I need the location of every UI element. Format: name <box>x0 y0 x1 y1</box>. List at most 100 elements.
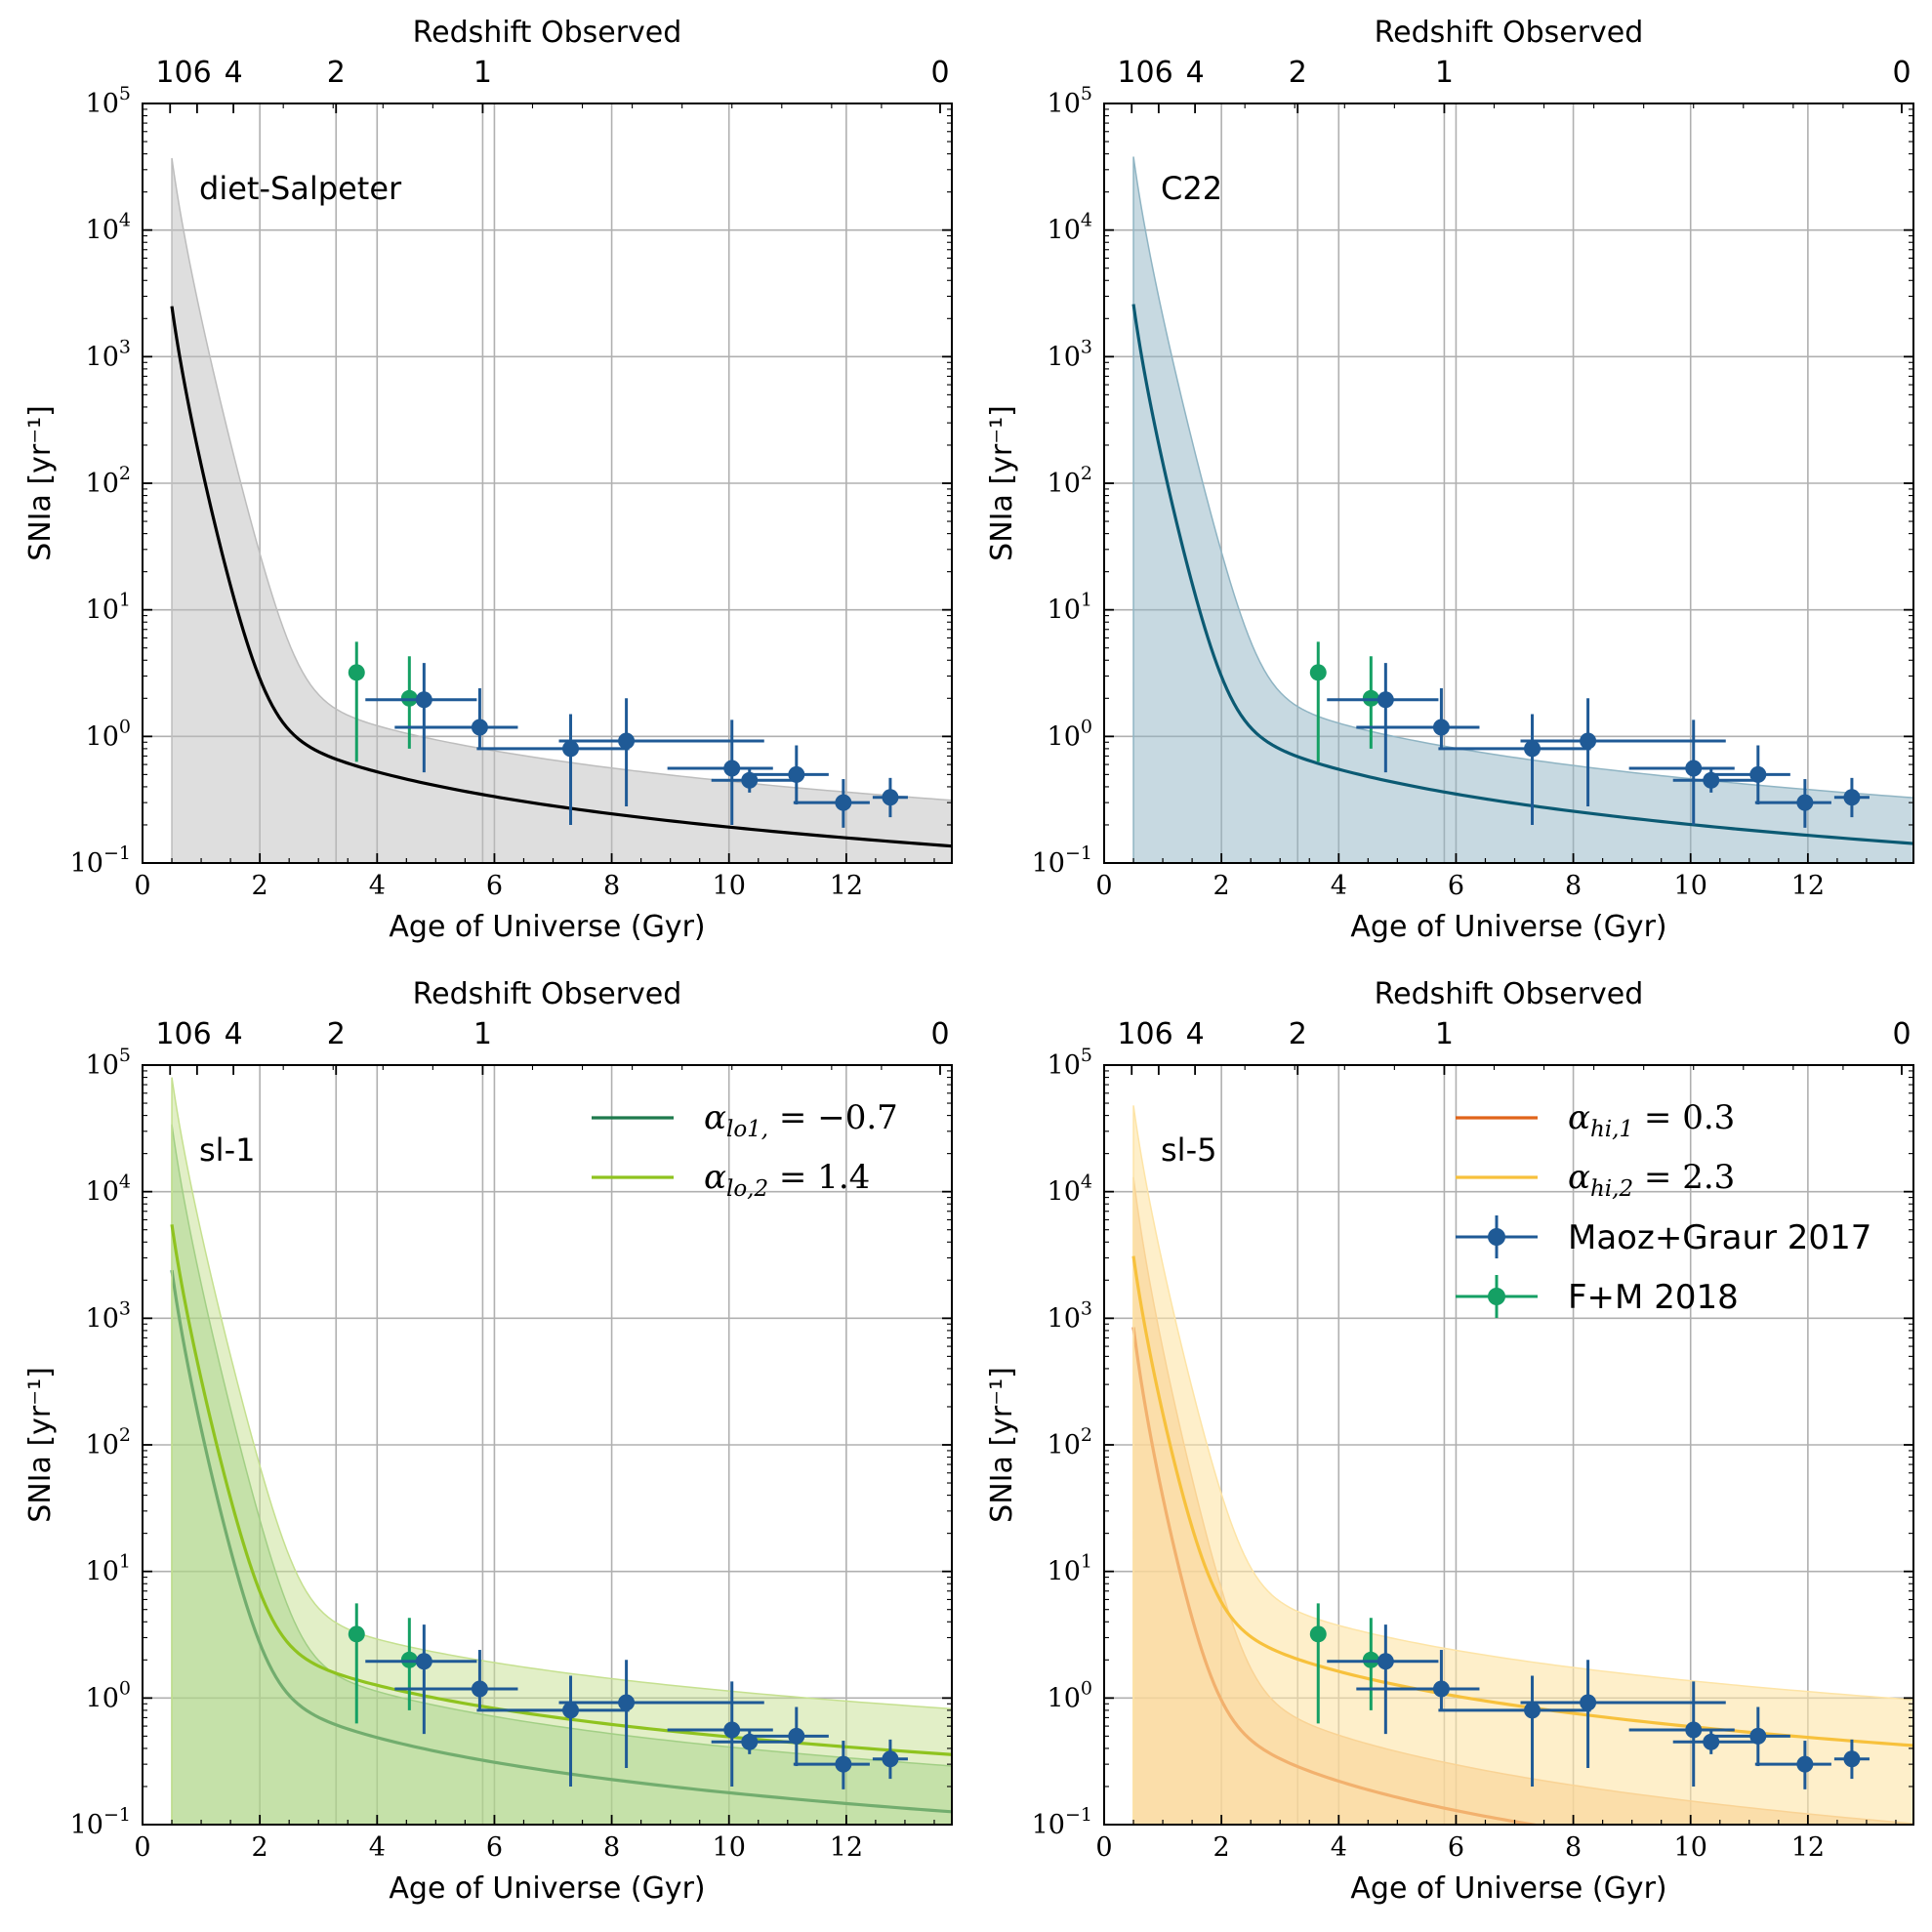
legend-data-label: F+M 2018 <box>1568 1278 1739 1317</box>
mg-point <box>1432 719 1450 736</box>
y-axis-title: SNIa [yr⁻¹] <box>985 405 1019 561</box>
x-tick-label: 10 <box>1674 1832 1707 1863</box>
x-tick-label: 6 <box>1448 1832 1464 1863</box>
mg-point <box>562 740 580 758</box>
x-tick-label: 12 <box>830 871 863 901</box>
y-tick-label: 104 <box>86 210 131 246</box>
y-tick-label: 101 <box>86 1551 131 1587</box>
z-tick-label: 4 <box>1186 1017 1205 1051</box>
y-tick-label: 105 <box>1048 1045 1092 1081</box>
x-tick-label: 10 <box>713 871 746 901</box>
legend-label: αhi,2 = 2.3 <box>1568 1158 1735 1202</box>
legend-label: αlo1, = −0.7 <box>704 1098 898 1142</box>
model-curves <box>1131 1105 1913 1825</box>
model-curves <box>1131 156 1913 863</box>
y-tick-label: 100 <box>86 1677 131 1713</box>
y-tick-label: 105 <box>86 1045 131 1081</box>
z-tick-label: 0 <box>1892 1017 1911 1051</box>
observations <box>348 641 908 828</box>
z-tick-label: 4 <box>1186 56 1205 90</box>
x-tick-label: 12 <box>830 1832 863 1863</box>
mg-point <box>471 1680 488 1698</box>
grid <box>143 103 952 863</box>
y-tick-label: 100 <box>1048 1677 1092 1713</box>
mg-point <box>835 794 852 811</box>
fm-point <box>1309 1625 1327 1643</box>
x-tick-label: 2 <box>252 1832 268 1863</box>
z-tick-label: 1 <box>1435 56 1454 90</box>
x-tick-label: 10 <box>713 1832 746 1863</box>
y-axis-title: SNIa [yr⁻¹] <box>23 1367 58 1523</box>
model-band-1 <box>171 157 952 863</box>
mg-point <box>1796 794 1814 811</box>
top-axis-title: Redshift Observed <box>413 977 682 1011</box>
model-line-2 <box>170 1224 952 1756</box>
legend-data-label: Maoz+Graur 2017 <box>1568 1218 1871 1257</box>
y-tick-label: 105 <box>86 83 131 119</box>
y-tick-label: 105 <box>1048 83 1092 119</box>
x-tick-label: 8 <box>603 871 620 901</box>
x-tick-label: 8 <box>603 1832 620 1863</box>
model-curves <box>170 157 952 863</box>
x-tick-label: 6 <box>486 1832 503 1863</box>
mg-point <box>1749 1727 1767 1745</box>
x-tick-label: 8 <box>1565 1832 1582 1863</box>
mg-point <box>741 1733 759 1750</box>
z-tick-label: 0 <box>1892 56 1911 90</box>
mg-point <box>1703 771 1720 789</box>
observations <box>1309 1603 1870 1789</box>
mg-point <box>723 1721 741 1739</box>
x-tick-label: 4 <box>369 1832 386 1863</box>
x-tick-label: 12 <box>1791 871 1825 901</box>
mg-point <box>1685 1721 1703 1739</box>
mg-point <box>882 789 899 806</box>
mg-point <box>562 1702 580 1719</box>
x-tick-label: 6 <box>1448 871 1464 901</box>
y-tick-label: 104 <box>86 1172 131 1208</box>
legend-data-marker <box>1488 1228 1505 1246</box>
legend-label: αlo,2 = 1.4 <box>704 1158 870 1202</box>
mg-point <box>1685 760 1703 777</box>
x-tick-label: 0 <box>1095 871 1112 901</box>
model-line-1 <box>1131 304 1913 845</box>
z-tick-label: 106 <box>155 1017 211 1051</box>
mg-point <box>1524 1702 1541 1719</box>
model-line-1 <box>170 306 952 848</box>
x-axis-title: Age of Universe (Gyr) <box>389 1871 705 1906</box>
y-axis-title: SNIa [yr⁻¹] <box>23 405 58 561</box>
z-tick-label: 4 <box>225 56 243 90</box>
z-tick-label: 1 <box>1435 1017 1454 1051</box>
x-tick-label: 0 <box>1095 1832 1112 1863</box>
panel-label: diet-Salpeter <box>199 170 402 207</box>
mg-point <box>788 765 805 783</box>
grid <box>1104 103 1913 863</box>
mg-point <box>1524 740 1541 758</box>
y-tick-label: 103 <box>86 1297 131 1334</box>
legend-label: αhi,1 = 0.3 <box>1568 1098 1735 1142</box>
z-tick-label: 0 <box>930 56 949 90</box>
mg-point <box>1377 1653 1394 1670</box>
x-tick-label: 0 <box>134 871 150 901</box>
x-tick-label: 4 <box>369 871 386 901</box>
top-axis-title: Redshift Observed <box>413 16 682 50</box>
x-tick-label: 12 <box>1791 1832 1825 1863</box>
x-tick-label: 10 <box>1674 871 1707 901</box>
mg-point <box>788 1727 805 1745</box>
panel-label: sl-5 <box>1161 1131 1216 1169</box>
mg-point <box>835 1755 852 1773</box>
z-tick-label: 2 <box>327 1017 346 1051</box>
y-tick-label: 102 <box>1048 463 1092 499</box>
legend-data-marker <box>1488 1288 1505 1305</box>
x-tick-label: 6 <box>486 871 503 901</box>
y-tick-label: 104 <box>1048 210 1092 246</box>
top-axis-title: Redshift Observed <box>1375 977 1644 1011</box>
y-axis-title: SNIa [yr⁻¹] <box>985 1367 1019 1523</box>
mg-point <box>1580 1694 1597 1711</box>
model-line-2 <box>1131 1255 1913 1747</box>
model-band-2 <box>171 1077 952 1825</box>
